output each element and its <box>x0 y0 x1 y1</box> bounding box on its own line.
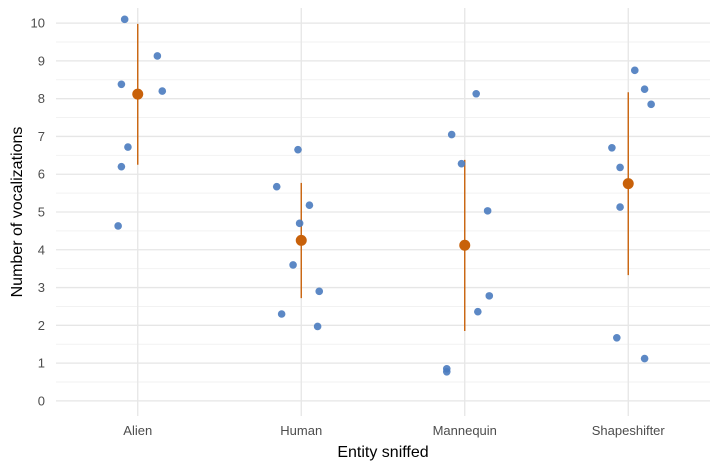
data-point <box>294 145 302 154</box>
data-point <box>457 159 466 168</box>
mean-point <box>459 239 471 251</box>
y-tick-label: 4 <box>38 242 45 257</box>
data-point <box>117 162 126 171</box>
x-axis-title: Entity sniffed <box>337 444 428 461</box>
data-point <box>474 307 482 316</box>
y-tick-label: 5 <box>38 205 45 220</box>
y-tick-label: 10 <box>31 16 45 31</box>
data-point <box>305 201 314 209</box>
y-tick-label: 8 <box>38 91 45 106</box>
y-tick-label: 1 <box>38 356 45 371</box>
y-tick-label: 9 <box>38 53 45 68</box>
mean-point <box>132 88 144 100</box>
point-layer <box>114 15 655 376</box>
data-point <box>485 292 494 300</box>
mean-point <box>622 178 634 190</box>
x-tick-label: Alien <box>123 423 152 438</box>
y-axis-title: Number of vocalizations <box>9 127 26 298</box>
interval-layer <box>137 23 629 331</box>
data-point <box>158 87 167 95</box>
y-tick-label: 7 <box>38 129 45 144</box>
data-point <box>120 15 129 24</box>
x-tick-label: Human <box>280 423 322 438</box>
tick-layer: 0 1 2 3 4 5 6 7 8 9 10 Alien Human Mannequin Shapeshif… <box>31 16 666 438</box>
y-tick-label: 2 <box>38 318 45 333</box>
data-point <box>117 80 126 89</box>
data-point <box>272 182 281 191</box>
x-tick-label: Shapeshifter <box>592 423 666 438</box>
data-point <box>114 222 122 230</box>
data-point <box>640 354 649 363</box>
mean-layer <box>132 88 634 251</box>
data-point <box>313 322 322 331</box>
x-tick-label: Mannequin <box>433 423 497 438</box>
data-point <box>630 66 639 75</box>
data-point <box>447 130 456 139</box>
mean-point <box>295 234 307 246</box>
data-point <box>442 368 451 376</box>
data-point <box>124 143 132 151</box>
data-point <box>277 310 286 318</box>
data-point <box>616 203 624 211</box>
data-point <box>616 163 624 172</box>
data-point <box>295 219 304 228</box>
data-point <box>647 100 655 109</box>
data-point <box>613 334 621 342</box>
y-tick-label: 6 <box>38 167 45 182</box>
data-point <box>472 89 480 98</box>
data-point <box>608 143 616 152</box>
y-tick-label: 3 <box>38 280 45 295</box>
data-point <box>289 261 297 269</box>
data-point <box>640 85 649 94</box>
data-point <box>153 52 162 60</box>
data-point <box>483 207 492 215</box>
y-tick-label: 0 <box>38 393 45 408</box>
grid-layer <box>56 8 710 416</box>
data-point <box>315 287 324 296</box>
